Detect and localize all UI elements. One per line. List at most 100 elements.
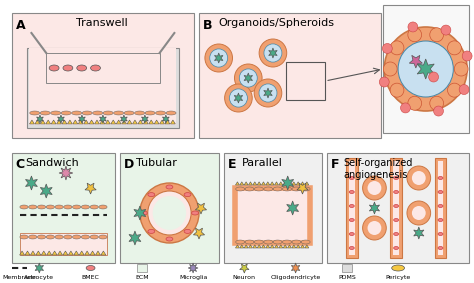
Ellipse shape — [140, 211, 147, 215]
Ellipse shape — [20, 205, 28, 209]
Circle shape — [229, 89, 247, 107]
Polygon shape — [283, 245, 287, 248]
Polygon shape — [305, 182, 309, 185]
Ellipse shape — [103, 111, 113, 115]
Bar — [383, 5, 469, 133]
Bar — [438, 161, 444, 255]
Circle shape — [140, 183, 199, 243]
Polygon shape — [262, 245, 265, 248]
Polygon shape — [105, 120, 110, 124]
Polygon shape — [134, 206, 146, 220]
Polygon shape — [270, 245, 274, 248]
Circle shape — [408, 28, 422, 42]
Ellipse shape — [28, 235, 37, 239]
Polygon shape — [240, 245, 244, 248]
Circle shape — [390, 83, 404, 97]
Text: E: E — [228, 158, 236, 171]
Circle shape — [447, 83, 461, 97]
Ellipse shape — [155, 111, 165, 115]
Polygon shape — [244, 73, 253, 83]
Bar — [349, 161, 355, 255]
Text: Neuron: Neuron — [233, 275, 256, 280]
Circle shape — [434, 106, 444, 116]
Ellipse shape — [283, 240, 292, 244]
Ellipse shape — [37, 235, 46, 239]
Polygon shape — [288, 245, 292, 248]
Polygon shape — [269, 48, 277, 58]
Polygon shape — [244, 182, 248, 185]
Ellipse shape — [349, 190, 354, 194]
Bar — [27, 48, 179, 128]
Text: ECM: ECM — [135, 275, 149, 280]
Polygon shape — [301, 245, 304, 248]
Text: Transwell: Transwell — [75, 18, 128, 28]
Bar — [120, 153, 219, 263]
Polygon shape — [274, 245, 278, 248]
Ellipse shape — [301, 187, 310, 191]
Bar — [236, 188, 310, 243]
Polygon shape — [244, 245, 248, 248]
Polygon shape — [236, 245, 239, 248]
Text: Astrocyte: Astrocyte — [24, 275, 55, 280]
Polygon shape — [59, 166, 73, 180]
Ellipse shape — [166, 185, 173, 189]
Text: Microglia: Microglia — [179, 275, 207, 280]
Ellipse shape — [145, 111, 155, 115]
Circle shape — [367, 181, 382, 195]
Circle shape — [447, 41, 461, 55]
Ellipse shape — [20, 235, 28, 239]
Polygon shape — [262, 182, 265, 185]
Polygon shape — [67, 120, 73, 124]
Ellipse shape — [61, 111, 71, 115]
Polygon shape — [100, 115, 106, 123]
Ellipse shape — [166, 111, 176, 115]
Ellipse shape — [394, 233, 399, 235]
Circle shape — [454, 62, 468, 76]
Text: Tubular: Tubular — [136, 158, 177, 168]
Text: C: C — [16, 158, 25, 171]
Ellipse shape — [90, 205, 98, 209]
Polygon shape — [282, 176, 294, 190]
Polygon shape — [141, 115, 148, 123]
Ellipse shape — [148, 193, 155, 197]
Polygon shape — [270, 182, 274, 185]
Polygon shape — [266, 182, 270, 185]
Polygon shape — [214, 53, 223, 63]
Circle shape — [259, 39, 287, 67]
Text: BMEC: BMEC — [82, 275, 100, 280]
Polygon shape — [154, 120, 159, 124]
Ellipse shape — [394, 190, 399, 194]
Ellipse shape — [236, 187, 245, 191]
Polygon shape — [188, 263, 198, 273]
Bar — [199, 13, 382, 138]
Ellipse shape — [394, 205, 399, 207]
Ellipse shape — [77, 65, 87, 71]
Polygon shape — [279, 182, 283, 185]
Ellipse shape — [40, 111, 50, 115]
Polygon shape — [234, 93, 243, 103]
Polygon shape — [79, 251, 84, 255]
Text: B: B — [203, 19, 212, 32]
Bar — [342, 264, 352, 272]
Circle shape — [383, 44, 392, 53]
Polygon shape — [296, 245, 300, 248]
Polygon shape — [301, 182, 304, 185]
Circle shape — [259, 84, 277, 102]
Ellipse shape — [49, 65, 59, 71]
Text: Oligodendricyte: Oligodendricyte — [271, 275, 321, 280]
Ellipse shape — [135, 111, 145, 115]
Text: Self-organized
angiogenesis: Self-organized angiogenesis — [343, 158, 412, 180]
Polygon shape — [279, 245, 283, 248]
Polygon shape — [84, 120, 89, 124]
Ellipse shape — [81, 205, 90, 209]
Circle shape — [235, 64, 262, 92]
Polygon shape — [120, 115, 128, 123]
Ellipse shape — [92, 111, 103, 115]
Ellipse shape — [438, 205, 443, 207]
Ellipse shape — [86, 265, 95, 271]
Polygon shape — [94, 120, 100, 124]
Polygon shape — [85, 183, 96, 194]
Ellipse shape — [301, 240, 310, 244]
Polygon shape — [297, 183, 308, 194]
Ellipse shape — [438, 246, 443, 250]
